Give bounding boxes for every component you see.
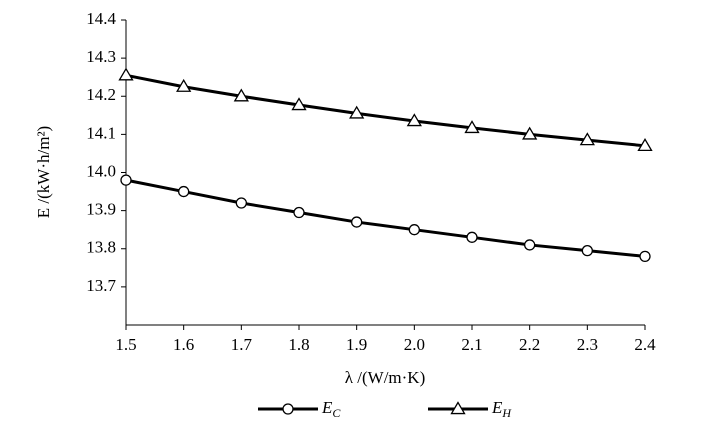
y-tick-label: 14.4 xyxy=(86,9,116,28)
marker xyxy=(408,224,420,236)
x-tick-label: 2.0 xyxy=(404,335,425,354)
marker xyxy=(349,105,365,119)
x-tick-label: 1.9 xyxy=(346,335,367,354)
marker xyxy=(293,206,305,219)
series-line xyxy=(125,178,646,258)
legend-label-main: E xyxy=(491,398,503,417)
marker xyxy=(524,239,536,251)
marker xyxy=(406,113,422,127)
marker xyxy=(522,126,538,140)
x-tick-label: 2.3 xyxy=(577,335,598,354)
marker xyxy=(464,120,480,134)
legend-marker xyxy=(450,401,466,415)
y-tick-label: 13.9 xyxy=(86,200,116,219)
x-tick-label: 1.6 xyxy=(173,335,194,354)
marker xyxy=(118,67,134,81)
y-axis-label: E /(kW·h/m²) xyxy=(34,126,53,218)
legend-label: EH xyxy=(491,398,512,420)
x-tick-label: 2.2 xyxy=(519,335,540,354)
marker xyxy=(120,174,132,186)
legend-label: EC xyxy=(321,398,341,420)
marker xyxy=(639,250,651,263)
series-line xyxy=(125,73,646,148)
marker xyxy=(235,197,247,209)
x-tick-label: 2.1 xyxy=(461,335,482,354)
y-tick-label: 14.3 xyxy=(86,47,116,66)
marker xyxy=(233,88,249,102)
marker xyxy=(176,78,192,92)
marker xyxy=(581,245,593,257)
marker xyxy=(178,185,190,198)
marker xyxy=(291,97,307,111)
marker xyxy=(466,231,478,243)
x-tick-label: 1.7 xyxy=(231,335,253,354)
legend-marker xyxy=(282,403,294,415)
y-tick-label: 13.8 xyxy=(86,238,116,257)
x-axis-label: λ /(W/m·K) xyxy=(345,368,425,387)
x-tick-label: 1.5 xyxy=(115,335,136,354)
x-tick-label: 1.8 xyxy=(288,335,309,354)
y-tick-label: 14.2 xyxy=(86,85,116,104)
legend-label-sub: H xyxy=(501,406,512,420)
legend-label-main: E xyxy=(321,398,333,417)
marker xyxy=(351,216,363,228)
y-tick-label: 14.0 xyxy=(86,161,116,180)
marker xyxy=(637,138,653,152)
marker xyxy=(579,132,595,146)
y-tick-label: 14.1 xyxy=(86,123,116,142)
x-tick-label: 2.4 xyxy=(634,335,656,354)
y-tick-label: 13.7 xyxy=(86,276,116,295)
legend-label-sub: C xyxy=(332,406,341,420)
